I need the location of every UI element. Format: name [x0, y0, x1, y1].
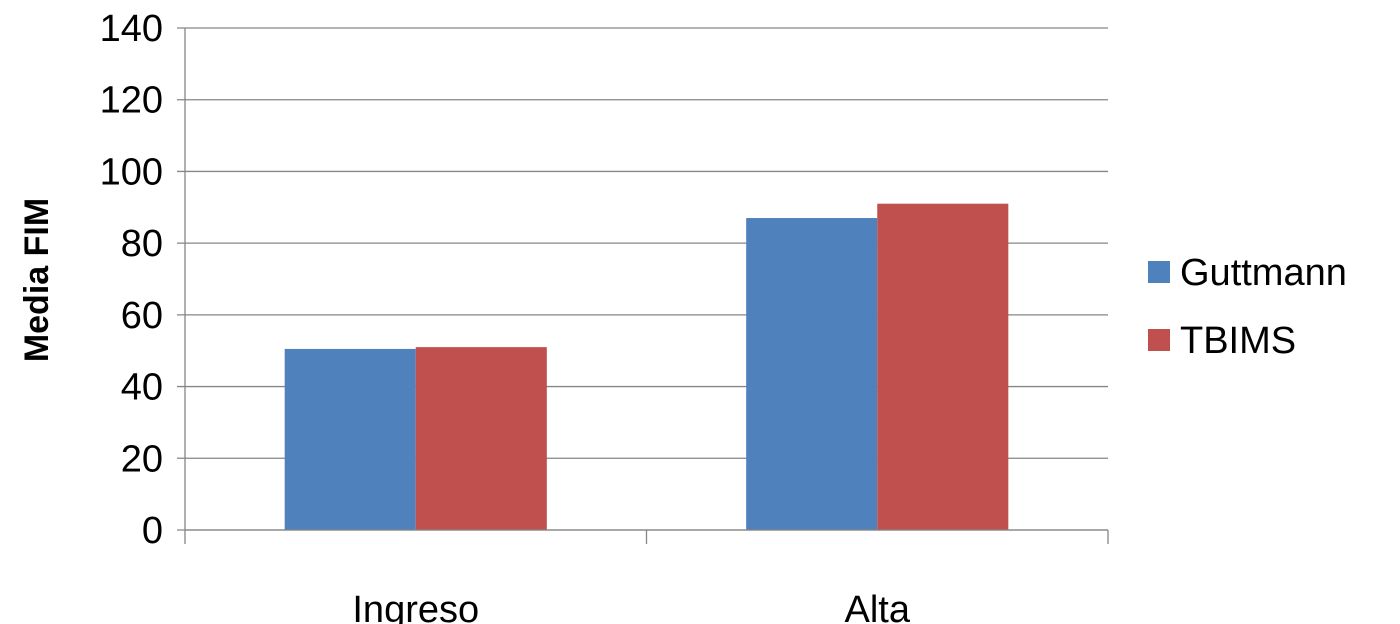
y-tick-label: 140: [100, 8, 163, 50]
legend-label-guttmann: Guttmann: [1180, 252, 1347, 294]
y-tick-label: 100: [100, 151, 163, 193]
x-tick-label: Alta: [845, 589, 911, 624]
axes: [184, 28, 1109, 544]
y-tick-label: 40: [121, 367, 163, 409]
bar-guttmann-ingreso: [284, 348, 416, 530]
y-axis-title: Media FIM: [18, 198, 56, 362]
y-tick-label: 80: [121, 223, 163, 265]
x-tick-label: Ingreso: [352, 589, 479, 624]
y-tick-label: 120: [100, 80, 163, 122]
y-tick-label: 20: [121, 438, 163, 480]
x-tick-labels: Ingreso Alta: [352, 589, 910, 624]
bar-tbims-ingreso: [415, 347, 547, 530]
legend: Guttmann TBIMS: [1148, 252, 1347, 362]
legend-swatch-tbims: [1148, 329, 1170, 351]
legend-swatch-guttmann: [1148, 261, 1170, 283]
y-tick-label: 60: [121, 295, 163, 337]
y-tick-labels: 0 20 40 60 80 100 120 140: [100, 8, 163, 552]
legend-label-tbims: TBIMS: [1180, 320, 1296, 362]
bars: [284, 203, 1009, 531]
bar-guttmann-alta: [746, 218, 878, 531]
y-tick-label: 0: [142, 510, 163, 552]
bar-tbims-alta: [877, 203, 1009, 530]
